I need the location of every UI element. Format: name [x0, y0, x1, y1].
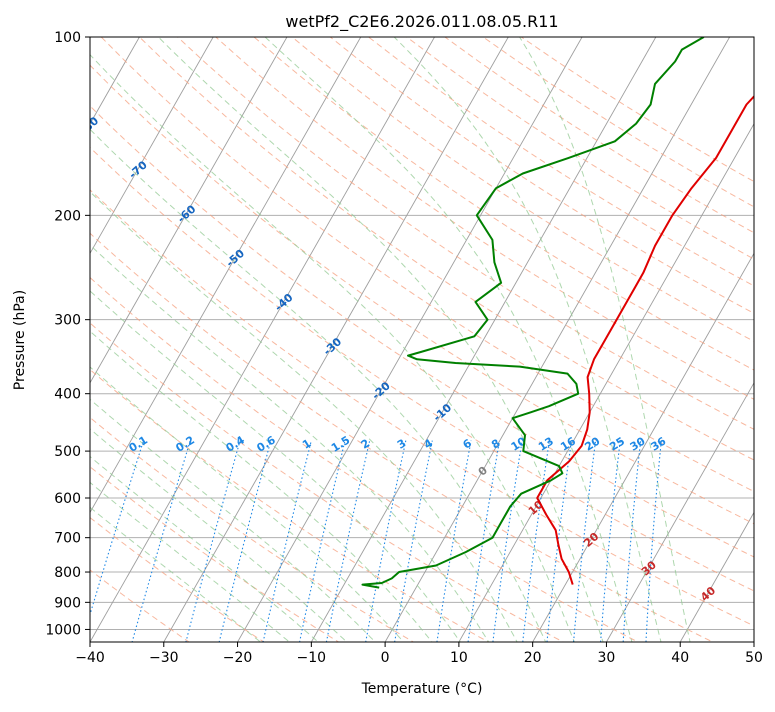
chart-title: wetPf2_C2E6.2026.011.08.05.R11 [285, 12, 558, 32]
x-tick-label: −30 [149, 650, 179, 666]
x-axis-label: Temperature (°C) [361, 681, 483, 697]
x-tick-label: −20 [223, 650, 253, 666]
y-tick-label: 900 [54, 595, 81, 611]
y-tick-label: 800 [54, 565, 81, 581]
y-tick-label: 200 [54, 208, 81, 224]
x-tick-label: −40 [75, 650, 105, 666]
x-tick-label: 30 [598, 650, 616, 666]
y-tick-label: 300 [54, 313, 81, 329]
y-tick-label: 500 [54, 444, 81, 460]
x-tick-label: 40 [671, 650, 689, 666]
x-tick-label: 20 [524, 650, 542, 666]
y-tick-label: 100 [54, 30, 81, 46]
x-tick-label: 10 [450, 650, 468, 666]
y-tick-label: 600 [54, 491, 81, 507]
x-tick-label: 50 [745, 650, 763, 666]
y-tick-label: 400 [54, 387, 81, 403]
y-axis-label: Pressure (hPa) [12, 290, 28, 390]
y-tick-label: 1000 [45, 622, 81, 638]
x-tick-label: −10 [297, 650, 327, 666]
x-tick-label: 0 [381, 650, 390, 666]
y-tick-label: 700 [54, 531, 81, 547]
